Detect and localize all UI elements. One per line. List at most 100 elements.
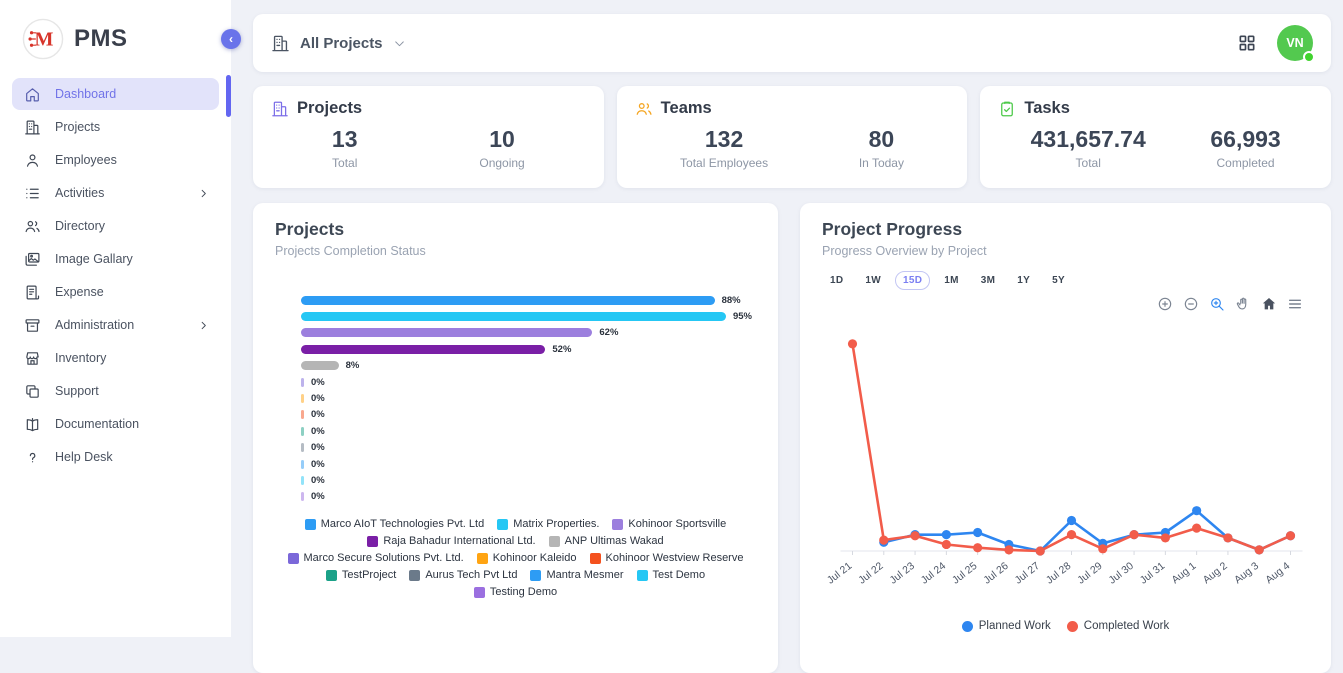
people-icon xyxy=(636,102,652,115)
bar-row: 88% xyxy=(301,292,752,308)
scope-label: All Projects xyxy=(300,34,383,52)
legend-swatch xyxy=(304,518,316,530)
x-axis-label: Aug 3 xyxy=(1232,560,1261,586)
range-button-1d[interactable]: 1D xyxy=(822,271,851,290)
legend-item[interactable]: Kohinoor Kaleido xyxy=(476,552,577,564)
bar-row: 0% xyxy=(301,374,752,390)
x-axis-label: Jul 29 xyxy=(1075,560,1105,587)
charts-row: Projects Projects Completion Status 88% 9… xyxy=(253,203,1331,673)
zoom-in-icon[interactable] xyxy=(1156,296,1173,313)
pan-hand-icon[interactable] xyxy=(1234,296,1251,313)
completion-bar xyxy=(301,295,715,305)
stat-label: Ongoing xyxy=(479,156,525,170)
app-name: PMS xyxy=(74,25,128,52)
chevron-down-icon xyxy=(394,40,404,46)
sidebar-item-label: Employees xyxy=(55,153,117,167)
bar-row: 0% xyxy=(301,390,752,406)
sidebar-collapse-button[interactable]: ‹ xyxy=(221,29,241,49)
legend-item[interactable]: Planned Work xyxy=(961,620,1051,632)
legend-item[interactable]: Test Demo xyxy=(636,569,705,581)
legend-swatch xyxy=(473,586,485,598)
building-icon xyxy=(272,101,288,116)
range-button-5y[interactable]: 5Y xyxy=(1044,271,1073,290)
legend-item[interactable]: Kohinoor Sportsville xyxy=(612,518,726,530)
legend-item[interactable]: Testing Demo xyxy=(473,586,557,598)
bar-value-label: 0% xyxy=(311,409,325,421)
sidebar-item-dashboard[interactable]: Dashboard xyxy=(12,78,219,110)
legend-item[interactable]: Aurus Tech Pvt Ltd xyxy=(409,569,517,581)
stat-title: Tasks xyxy=(1024,99,1070,117)
range-button-3m[interactable]: 3M xyxy=(973,271,1004,290)
sidebar-item-documentation[interactable]: Documentation xyxy=(12,408,219,440)
sidebar-item-projects[interactable]: Projects xyxy=(12,111,219,143)
card-title: Projects xyxy=(275,219,345,239)
legend-item[interactable]: Marco AIoT Technologies Pvt. Ltd xyxy=(304,518,485,531)
sidebar-item-activities[interactable]: Activities xyxy=(12,177,219,209)
online-status-dot xyxy=(1303,51,1315,63)
selection-zoom-icon[interactable] xyxy=(1208,296,1225,313)
sidebar-item-support[interactable]: Support xyxy=(12,375,219,407)
legend-item[interactable]: Raja Bahadur International Ltd. xyxy=(367,535,536,547)
projects-completion-card: Projects Projects Completion Status 88% 9… xyxy=(253,203,778,673)
apps-grid-button[interactable] xyxy=(1237,33,1257,53)
legend-swatch xyxy=(530,569,542,581)
legend-swatch xyxy=(612,518,624,530)
legend-item[interactable]: Matrix Properties. xyxy=(497,518,599,530)
data-point xyxy=(1066,515,1077,526)
bar-row: 0% xyxy=(301,423,752,439)
legend-swatch xyxy=(367,535,379,547)
legend-item[interactable]: TestProject xyxy=(325,569,396,581)
sidebar-item-label: Expense xyxy=(55,285,104,299)
range-button-1w[interactable]: 1W xyxy=(857,271,889,290)
legend-item[interactable]: ANP Ultimas Wakad xyxy=(548,535,664,547)
legend-swatch xyxy=(497,518,509,530)
sidebar-nav: Dashboard Projects Employees Activities Dire… xyxy=(0,74,231,473)
data-point xyxy=(1285,531,1296,541)
menu-icon[interactable] xyxy=(1286,296,1303,313)
brand-logo-icon: M xyxy=(22,18,64,60)
zoom-out-icon[interactable] xyxy=(1182,296,1199,313)
sidebar-item-label: Documentation xyxy=(55,417,140,431)
bar-row: 95% xyxy=(301,308,752,324)
user-avatar[interactable]: VN xyxy=(1277,25,1315,63)
legend-label: Matrix Properties. xyxy=(513,518,600,531)
app-logo: M PMS xyxy=(0,0,231,74)
legend-label: Marco Secure Solutions Pvt. Ltd. xyxy=(303,552,464,565)
receipt-icon xyxy=(24,284,41,301)
x-axis-label: Aug 4 xyxy=(1263,560,1292,586)
reset-home-icon[interactable] xyxy=(1260,296,1277,313)
sidebar-item-employees[interactable]: Employees xyxy=(12,144,219,176)
bar-value-label: 0% xyxy=(311,442,325,454)
legend-label: Aurus Tech Pvt Ltd xyxy=(425,569,518,582)
sidebar-item-expense[interactable]: Expense xyxy=(12,276,219,308)
legend-label: Kohinoor Westview Reserve xyxy=(605,552,744,565)
project-scope-dropdown[interactable]: All Projects xyxy=(271,34,406,53)
data-point xyxy=(1035,546,1045,556)
legend-dot xyxy=(1066,620,1078,632)
sidebar-item-administration[interactable]: Administration xyxy=(12,309,219,341)
range-button-15d[interactable]: 15D xyxy=(895,271,931,290)
range-button-1y[interactable]: 1Y xyxy=(1009,271,1038,290)
legend-swatch xyxy=(548,535,560,547)
bar-value-label: 52% xyxy=(552,343,572,355)
bar-row: 8% xyxy=(301,358,752,374)
card-subtitle: Progress Overview by Project xyxy=(822,244,987,258)
chevron-right-icon xyxy=(198,320,209,331)
archive-icon xyxy=(24,317,41,334)
bar-row: 0% xyxy=(301,489,752,505)
bar-row: 52% xyxy=(301,341,752,357)
legend-item[interactable]: Marco Secure Solutions Pvt. Ltd. xyxy=(287,552,464,565)
sidebar-item-image-gallary[interactable]: Image Gallary xyxy=(12,243,219,275)
legend-item[interactable]: Kohinoor Westview Reserve xyxy=(589,552,744,565)
sidebar-item-label: Projects xyxy=(55,120,101,134)
range-button-1m[interactable]: 1M xyxy=(936,271,967,290)
data-point xyxy=(1223,533,1233,543)
sidebar-item-inventory[interactable]: Inventory xyxy=(12,342,219,374)
sidebar-item-directory[interactable]: Directory xyxy=(12,210,219,242)
bar-value-label: 8% xyxy=(345,360,360,372)
legend-item[interactable]: Mantra Mesmer xyxy=(530,569,624,581)
sidebar-scrollbar[interactable] xyxy=(226,75,231,117)
legend-label: Marco AIoT Technologies Pvt. Ltd xyxy=(320,518,485,531)
legend-item[interactable]: Completed Work xyxy=(1066,620,1169,632)
sidebar-item-help-desk[interactable]: Help Desk xyxy=(12,441,219,473)
